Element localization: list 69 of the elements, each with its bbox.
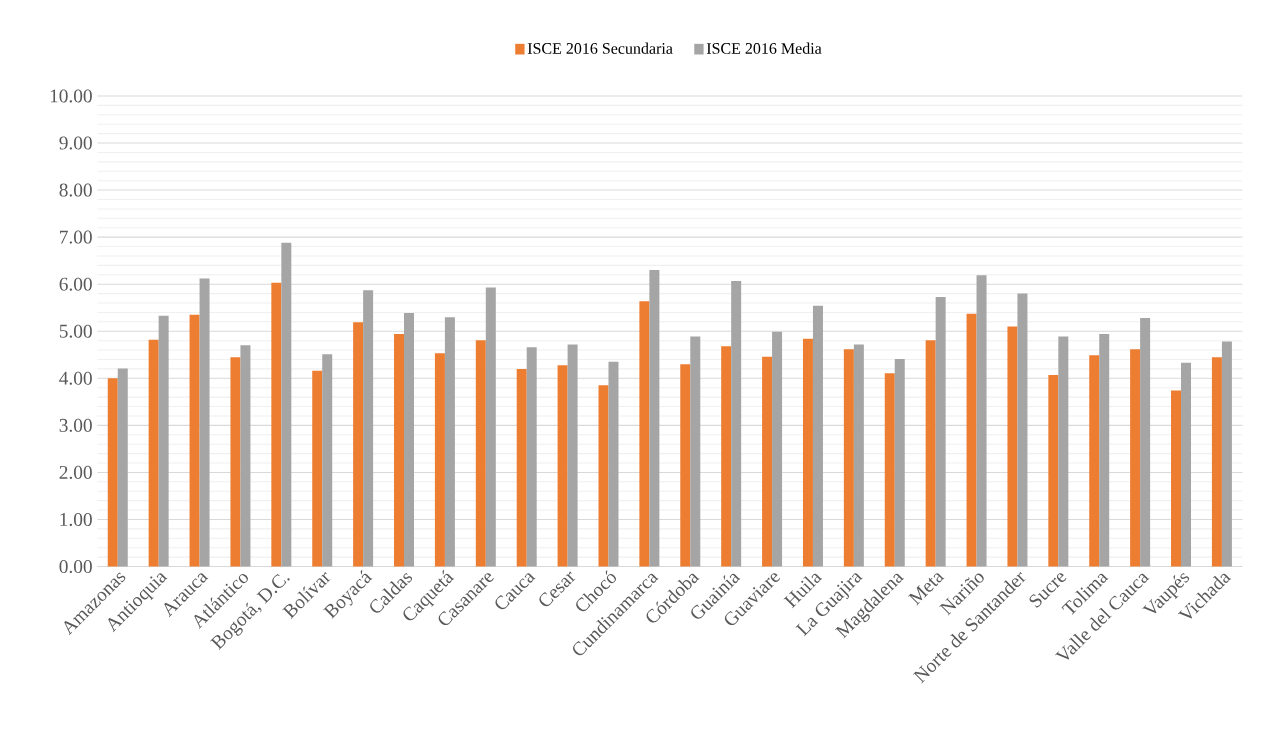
bar (762, 356, 773, 567)
bar (966, 313, 977, 567)
bar (557, 365, 568, 567)
bar (526, 347, 537, 567)
bar (516, 368, 527, 567)
bar (721, 346, 732, 567)
bar (976, 275, 987, 567)
y-tick-label: 10.00 (50, 89, 92, 103)
bar (731, 280, 742, 567)
bar (935, 296, 946, 567)
bar (353, 322, 364, 567)
bar (884, 373, 895, 567)
bar (1017, 293, 1028, 567)
bar (281, 242, 292, 567)
bar (1171, 390, 1182, 567)
bar (475, 340, 486, 567)
bar (444, 317, 455, 567)
bar (598, 385, 609, 567)
bar (322, 354, 333, 567)
bar (230, 357, 241, 567)
bar (1099, 334, 1110, 567)
y-tick-label: 1.00 (60, 513, 92, 527)
bar (1181, 362, 1192, 567)
bar (608, 361, 619, 567)
bar (1007, 326, 1018, 567)
bar (117, 368, 128, 567)
bar (1221, 341, 1232, 567)
bar (434, 353, 445, 567)
legend-label: ISCE 2016 Secundaria (527, 42, 673, 54)
y-tick-label: 4.00 (59, 371, 92, 385)
y-tick-label: 9.00 (59, 136, 92, 150)
bar (772, 331, 783, 567)
bar (107, 378, 118, 567)
bar (158, 315, 169, 567)
y-tick-label: 5.00 (59, 324, 92, 338)
y-tick-label: 8.00 (59, 183, 92, 197)
bar (802, 338, 813, 567)
bar (404, 312, 415, 567)
bar (1130, 349, 1141, 567)
bar (853, 344, 864, 567)
bar (363, 290, 374, 567)
bar (485, 287, 496, 567)
y-tick-label: 7.00 (60, 230, 92, 244)
bar (925, 340, 936, 567)
bar (1048, 375, 1059, 567)
bar (680, 364, 691, 567)
bar (148, 339, 159, 567)
bar (312, 370, 323, 567)
bar (1058, 336, 1069, 567)
y-tick-label: 6.00 (59, 277, 92, 291)
bar (812, 305, 823, 567)
y-tick-label: 3.00 (59, 418, 92, 433)
bar (894, 359, 905, 567)
bar (189, 314, 200, 567)
y-tick-label: 0.00 (59, 560, 92, 574)
bar (649, 270, 660, 567)
legend-label: ISCE 2016 Media (706, 42, 822, 54)
bar (240, 345, 251, 567)
bar (199, 278, 210, 567)
bar (690, 336, 701, 567)
bar (271, 282, 282, 567)
bar (639, 301, 650, 567)
y-tick-label: 2.00 (59, 465, 92, 480)
bar (1211, 357, 1222, 567)
bar (567, 344, 578, 567)
bar (1140, 318, 1151, 567)
bar (394, 334, 405, 567)
bar (843, 349, 854, 567)
bar (1089, 355, 1100, 567)
